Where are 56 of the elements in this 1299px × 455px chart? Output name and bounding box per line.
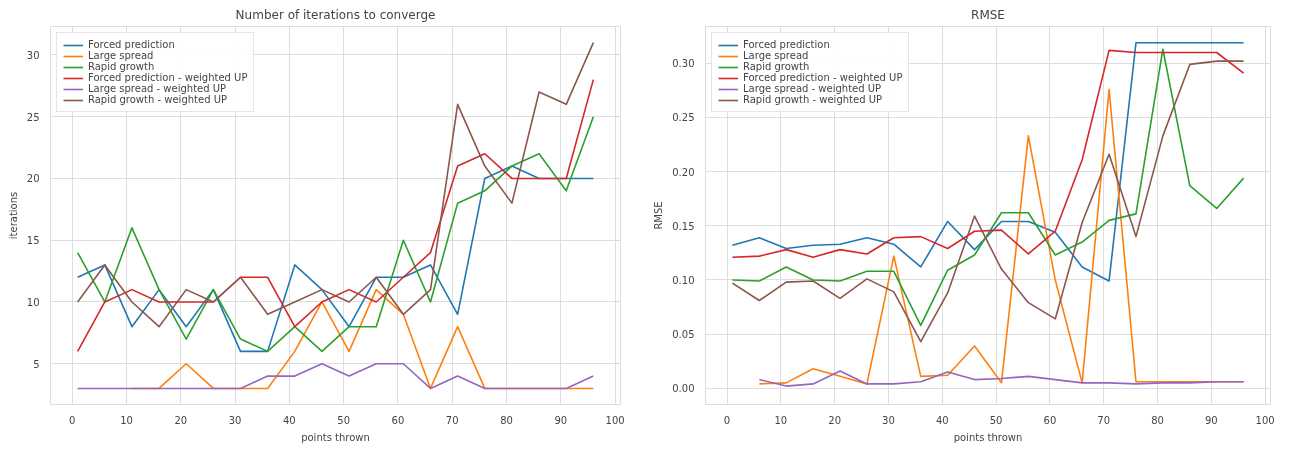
x-tick-label: 60 xyxy=(391,414,405,426)
x-tick-label: 10 xyxy=(774,414,788,426)
x-tick-label: 90 xyxy=(1204,414,1218,426)
x-tick-label: 80 xyxy=(1151,414,1164,426)
x-tick-label: 90 xyxy=(554,414,568,426)
y-tick-label: 0.25 xyxy=(672,112,695,124)
x-tick-label: 60 xyxy=(1043,414,1057,426)
legend-label: Forced prediction xyxy=(743,39,830,50)
y-tick-label: 0.10 xyxy=(672,274,695,286)
x-tick-label: 30 xyxy=(882,414,895,426)
y-tick-label: 0.30 xyxy=(672,58,695,70)
chart-title: RMSE xyxy=(971,7,1005,22)
x-tick-label: 0 xyxy=(723,414,731,426)
y-tick-label: 25 xyxy=(26,111,40,123)
legend-label: Large spread xyxy=(743,50,809,61)
x-tick-label: 100 xyxy=(605,414,625,426)
x-tick-label: 20 xyxy=(828,414,842,426)
x-tick-label: 40 xyxy=(282,414,296,426)
legend-label: Large spread - weighted UP xyxy=(88,83,227,94)
x-tick-label: 100 xyxy=(1255,414,1275,426)
legend-label: Rapid growth - weighted UP xyxy=(88,94,228,105)
x-tick-label: 10 xyxy=(120,414,133,426)
x-axis-title: points thrown xyxy=(953,431,1023,443)
x-tick-label: 40 xyxy=(935,414,949,426)
y-tick-label: 5 xyxy=(33,358,40,370)
line-series xyxy=(76,165,595,353)
y-axis-title: iterations xyxy=(7,191,19,240)
line-series xyxy=(758,370,1245,387)
line-series xyxy=(76,41,595,328)
legend-label: Large spread xyxy=(88,50,154,61)
x-tick-label: 70 xyxy=(445,414,459,426)
y-tick-label: 0.00 xyxy=(672,383,695,395)
y-tick-label: 15 xyxy=(26,235,40,247)
y-tick-label: 10 xyxy=(26,296,40,308)
x-tick-label: 80 xyxy=(500,414,513,426)
x-tick-label: 50 xyxy=(989,414,1003,426)
x-tick-label: 70 xyxy=(1097,414,1111,426)
y-tick-label: 0.05 xyxy=(672,329,695,341)
y-tick-label: 0.15 xyxy=(672,220,695,232)
legend-label: Large spread - weighted UP xyxy=(743,83,882,94)
x-tick-label: 30 xyxy=(228,414,242,426)
chart-title: Number of iterations to converge xyxy=(235,7,436,22)
legend-label: Rapid growth - weighted UP xyxy=(743,94,883,105)
legend-label: Rapid growth xyxy=(88,61,155,72)
x-tick-label: 20 xyxy=(174,414,188,426)
legend-label: Rapid growth xyxy=(743,61,810,72)
x-tick-label: 0 xyxy=(69,414,76,426)
legend-label: Forced prediction - weighted UP xyxy=(88,72,248,83)
legend-label: Forced prediction xyxy=(88,39,175,50)
legend-label: Forced prediction - weighted UP xyxy=(743,72,903,83)
y-axis-title: RMSE xyxy=(653,201,665,230)
x-axis-title: points thrown xyxy=(301,431,370,443)
y-tick-label: 20 xyxy=(26,173,40,185)
y-tick-label: 0.20 xyxy=(672,166,695,178)
y-tick-label: 30 xyxy=(26,49,40,61)
x-tick-label: 50 xyxy=(337,414,351,426)
